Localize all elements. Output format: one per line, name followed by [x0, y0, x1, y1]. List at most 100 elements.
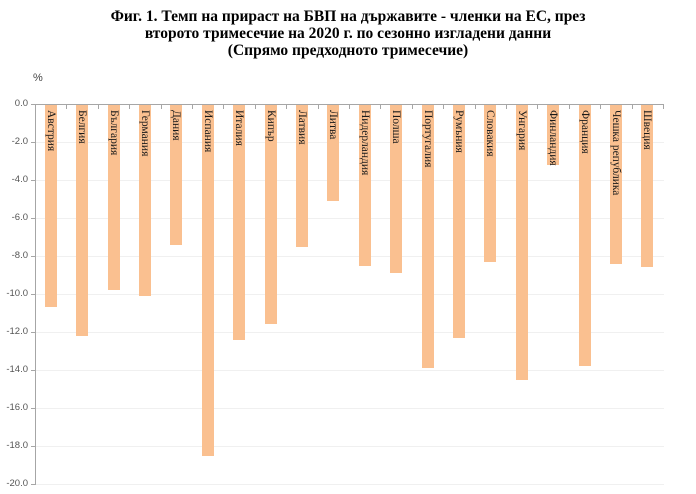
x-tick-mark — [412, 105, 413, 109]
x-tick-mark — [632, 105, 633, 109]
gridline — [36, 446, 664, 447]
gridline — [36, 180, 664, 181]
chart-title-line-1: Фиг. 1. Темп на прираст на БВП на държав… — [110, 8, 586, 25]
y-tick-label: -10.0 — [6, 288, 28, 299]
x-tick-mark — [98, 105, 99, 109]
x-tick-mark — [318, 105, 319, 109]
y-tick-label: -12.0 — [6, 326, 28, 337]
x-tick-mark — [129, 105, 130, 109]
category-label: Белгия — [75, 110, 88, 144]
y-tick-label: -2.0 — [11, 136, 28, 147]
category-label: Финландия — [546, 110, 559, 166]
bar-15 — [484, 105, 496, 262]
x-tick-mark — [286, 105, 287, 109]
x-tick-mark — [161, 105, 162, 109]
x-tick-mark — [443, 105, 444, 109]
bar-20 — [641, 105, 653, 267]
bar-3 — [108, 105, 120, 290]
bar-1 — [45, 105, 57, 307]
x-tick-mark — [380, 105, 381, 109]
category-label: Латвия — [295, 110, 308, 145]
category-label: Нидерландия — [358, 110, 371, 176]
category-label: Франция — [578, 110, 591, 154]
x-tick-mark — [537, 105, 538, 109]
bar-13 — [422, 105, 434, 368]
gridline — [36, 484, 664, 485]
gridline — [36, 294, 664, 295]
y-tick-mark — [31, 332, 35, 333]
category-label: Кипър — [264, 110, 277, 142]
y-tick-label: -4.0 — [11, 174, 28, 185]
chart-title-line-2: второто тримесечие на 2020 г. по сезонно… — [144, 25, 552, 42]
y-tick-mark — [31, 104, 35, 105]
y-tick-label: -20.0 — [6, 478, 28, 489]
chart-title-line-3: (Спрямо предходното тримесечие) — [227, 42, 469, 59]
y-tick-mark — [31, 256, 35, 257]
y-tick-mark — [31, 370, 35, 371]
bar-11 — [359, 105, 371, 266]
x-tick-mark — [223, 105, 224, 109]
x-tick-mark — [255, 105, 256, 109]
bar-16 — [516, 105, 528, 380]
category-label: Испания — [201, 110, 214, 153]
category-label: Португалия — [421, 110, 434, 168]
category-label: Словакия — [483, 110, 496, 157]
bar-19 — [610, 105, 622, 264]
bar-8 — [265, 105, 277, 324]
category-label: Италия — [232, 110, 245, 146]
bar-4 — [139, 105, 151, 296]
gridline — [36, 408, 664, 409]
y-axis-unit-label: % — [33, 72, 43, 84]
bar-10 — [327, 105, 339, 201]
gridline — [36, 142, 664, 143]
category-label: Полша — [389, 110, 402, 144]
x-tick-mark — [475, 105, 476, 109]
gridline — [36, 370, 664, 371]
y-tick-mark — [31, 180, 35, 181]
y-tick-label: -18.0 — [6, 440, 28, 451]
x-tick-mark — [66, 105, 67, 109]
y-tick-mark — [31, 446, 35, 447]
y-tick-label: -8.0 — [11, 250, 28, 261]
bar-14 — [453, 105, 465, 338]
x-tick-mark — [192, 105, 193, 109]
y-tick-mark — [31, 142, 35, 143]
category-label: Германия — [138, 110, 151, 157]
category-label: Унгария — [515, 110, 528, 151]
bar-18 — [579, 105, 591, 366]
y-tick-label: 0.0 — [14, 98, 28, 109]
gridline — [36, 218, 664, 219]
bar-2 — [76, 105, 88, 336]
x-tick-mark — [506, 105, 507, 109]
category-label: Швеция — [640, 110, 653, 150]
gridline — [36, 256, 664, 257]
y-tick-mark — [31, 408, 35, 409]
category-label: Чешка република — [609, 110, 622, 196]
bar-9 — [296, 105, 308, 247]
bar-5 — [170, 105, 182, 245]
x-tick-mark — [663, 105, 664, 109]
category-label: България — [107, 110, 120, 156]
y-tick-mark — [31, 218, 35, 219]
bar-12 — [390, 105, 402, 273]
y-tick-label: -6.0 — [11, 212, 28, 223]
x-tick-mark — [35, 105, 36, 109]
x-tick-mark — [349, 105, 350, 109]
x-tick-mark — [569, 105, 570, 109]
bar-17 — [547, 105, 559, 165]
x-axis-line — [35, 104, 664, 105]
bar-6 — [202, 105, 214, 456]
y-axis-line — [35, 104, 36, 485]
category-label: Дания — [169, 110, 182, 141]
y-tick-mark — [31, 294, 35, 295]
category-label: Австрия — [44, 110, 57, 152]
x-tick-mark — [600, 105, 601, 109]
category-label: Литва — [326, 110, 339, 140]
chart-title: Фиг. 1. Темп на прираст на БВП на държав… — [0, 8, 696, 59]
bar-7 — [233, 105, 245, 340]
gridline — [36, 332, 664, 333]
y-tick-mark — [31, 484, 35, 485]
y-tick-label: -16.0 — [6, 402, 28, 413]
y-tick-label: -14.0 — [6, 364, 28, 375]
